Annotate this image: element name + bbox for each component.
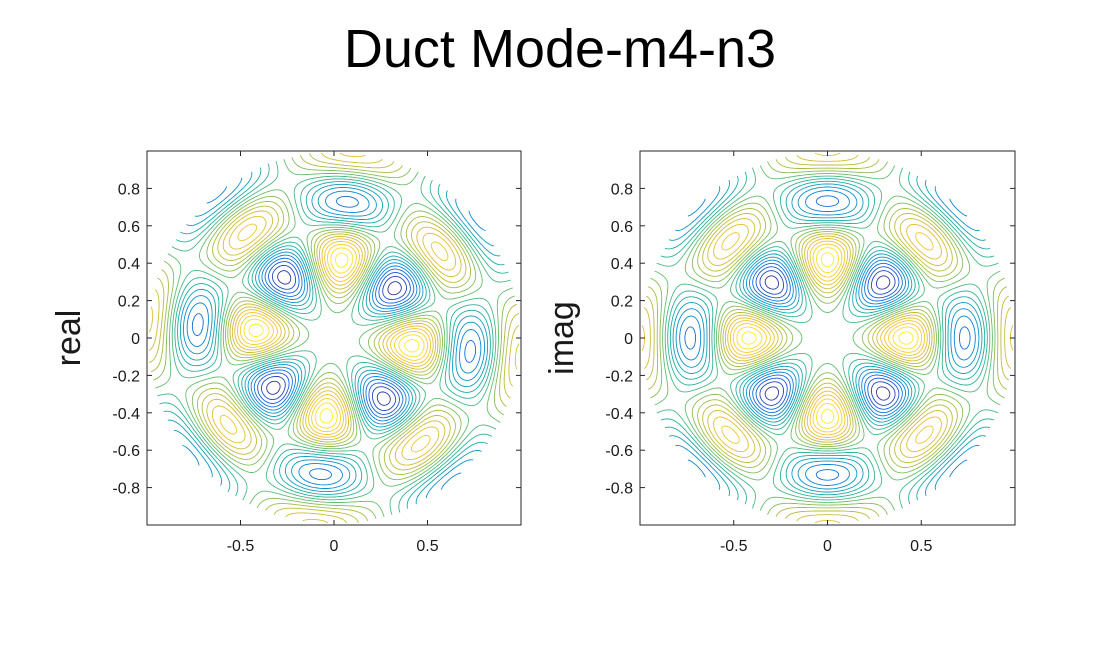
contour-level-6 — [669, 179, 986, 497]
contour-level-17 — [239, 243, 429, 433]
plot-area — [640, 151, 1015, 525]
figure-title: Duct Mode-m4-n3 — [343, 19, 777, 79]
contour-level-15 — [148, 152, 520, 524]
contour-panel-imag: -0.5 0 0.5 0.8 0.6 0.4 0.2 0 -0.2 -0.4 -0.6 -0.8 ima… — [543, 150, 1016, 555]
contour-lines — [148, 152, 520, 524]
contour-level-16 — [721, 232, 934, 444]
y-tick-label: -0.2 — [112, 368, 140, 385]
contour-level-3 — [191, 195, 477, 481]
contour-panel-real: -0.5 0 0.5 0.8 0.6 0.4 0.2 0 -0.2 -0.4 -0.6 -0.8 rea… — [50, 150, 522, 555]
y-tick-label: 0.2 — [118, 294, 140, 311]
contour-level-10 — [654, 165, 1001, 511]
y-tick-label: 0.2 — [611, 294, 633, 311]
contour-level-14 — [643, 154, 1012, 522]
x-tick-label: 0.5 — [910, 538, 932, 555]
contour-level-12 — [648, 159, 1007, 517]
contour-level-11 — [650, 161, 1005, 515]
contour-level-9 — [157, 161, 511, 515]
contour-level-8 — [660, 171, 995, 505]
contour-level-4 — [679, 190, 976, 486]
contour-level-8 — [159, 163, 509, 513]
y-axis-label: real — [50, 310, 88, 367]
contour-level-14 — [148, 152, 520, 524]
contour-level-0 — [764, 275, 891, 401]
y-tick-label: 0.8 — [118, 181, 140, 198]
contour-level-2 — [755, 266, 900, 410]
y-tick-label: 0 — [624, 331, 633, 348]
contour-level-19 — [741, 252, 914, 424]
contour-level-5 — [675, 186, 980, 490]
y-tick-label: 0 — [131, 331, 140, 348]
y-tick-label: -0.6 — [112, 443, 140, 460]
contour-level-18 — [243, 247, 425, 429]
contour-level-6 — [167, 171, 501, 505]
contour-level-16 — [219, 223, 449, 453]
contour-level-13 — [148, 152, 520, 524]
contour-level-3 — [684, 195, 971, 481]
contour-level-2 — [257, 261, 411, 415]
y-tick-label: -0.4 — [605, 406, 633, 423]
y-tick-label: 0.4 — [118, 256, 140, 273]
y-tick-label: -0.4 — [112, 406, 140, 423]
contour-level-1 — [260, 264, 408, 412]
contour-level-17 — [732, 243, 923, 433]
y-tick-label: 0.8 — [611, 181, 633, 198]
contour-level-5 — [173, 177, 495, 499]
contour-level-15 — [641, 152, 1014, 524]
contour-level-9 — [656, 167, 999, 509]
contour-level-1 — [759, 270, 896, 406]
x-tick-label: -0.5 — [227, 538, 255, 555]
x-tick-label: 0 — [823, 538, 832, 555]
x-tick-label: 0 — [330, 538, 339, 555]
y-tick-label: -0.6 — [605, 443, 633, 460]
contour-level-0 — [266, 270, 402, 406]
contour-level-19 — [248, 252, 420, 424]
contour-level-11 — [153, 157, 515, 519]
x-tick-label: -0.5 — [720, 538, 748, 555]
y-tick-label: 0.6 — [118, 219, 140, 236]
contour-level-13 — [646, 156, 1009, 520]
plot-area — [147, 151, 521, 525]
contour-level-12 — [150, 154, 518, 522]
x-tick-label: 0.5 — [416, 538, 438, 555]
y-tick-label: -0.2 — [605, 368, 633, 385]
contour-level-7 — [163, 167, 505, 509]
contour-level-10 — [155, 159, 513, 517]
y-tick-label: -0.8 — [605, 481, 633, 498]
contour-level-7 — [664, 175, 991, 501]
y-axis-label: imag — [543, 301, 581, 375]
y-tick-label: -0.8 — [112, 481, 140, 498]
y-tick-label: 0.4 — [611, 256, 633, 273]
y-tick-label: 0.6 — [611, 219, 633, 236]
contour-level-4 — [182, 186, 486, 490]
contour-lines — [641, 152, 1014, 524]
contour-level-18 — [736, 247, 919, 429]
